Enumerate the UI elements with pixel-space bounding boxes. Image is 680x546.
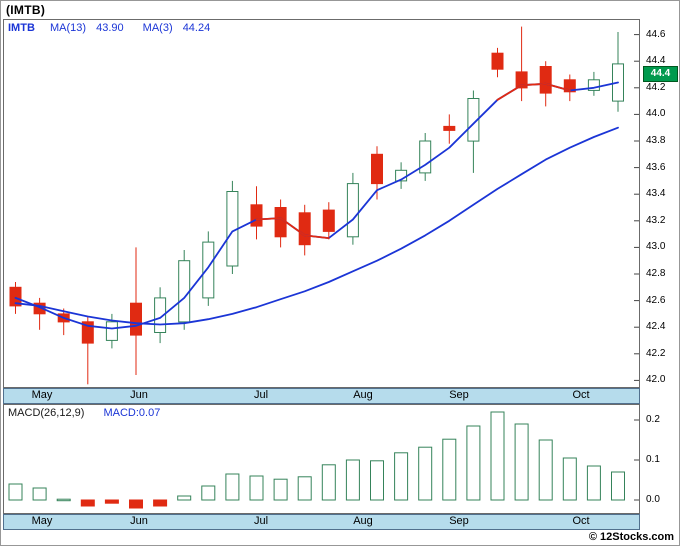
macd-axis-label: 0.0 [646, 494, 660, 505]
legend-ma13-value: 43.90 [96, 22, 124, 34]
macd-value-label: MACD:0.07 [103, 407, 161, 419]
price-chart-panel[interactable]: IMTB MA(13) 43.90 MA(3) 44.24 [3, 19, 640, 388]
month-label-jun: Jun [130, 515, 148, 527]
macd-axis-label: 0.1 [646, 454, 660, 465]
month-label-may: May [31, 389, 53, 401]
price-axis-label: 43.4 [646, 188, 666, 199]
month-label-may: May [31, 515, 53, 527]
macd-histogram-canvas [8, 411, 639, 509]
price-axis-label: 44.4 [646, 55, 666, 66]
price-axis-label: 42.6 [646, 295, 666, 306]
price-axis-label: 44.2 [646, 82, 666, 93]
month-label-jul: Jul [253, 515, 269, 527]
month-label-sep: Sep [449, 389, 469, 401]
legend-ma3-value: 44.24 [182, 22, 211, 34]
macd-params-label: MACD(26,12,9) [8, 407, 85, 419]
price-axis-label: 44.0 [646, 108, 666, 119]
month-label-sep: Sep [449, 515, 469, 527]
price-axis-label: 43.0 [646, 241, 666, 252]
price-axis-label: 43.2 [646, 215, 666, 226]
price-axis-label: 44.6 [646, 29, 666, 40]
month-label-jun: Jun [130, 389, 148, 401]
legend-symbol: IMTB [8, 22, 35, 34]
price-axis: 44.6 44.4 44.2 44.0 43.8 43.6 43.4 43.2 43.0 42.8… [642, 1, 679, 545]
macd-legend: MACD(26,12,9) MACD:0.07 [8, 407, 160, 419]
macd-xaxis-band: May Jun Jul Aug Sep Oct [3, 514, 640, 530]
price-axis-label: 42.0 [646, 374, 666, 385]
month-label-aug: Aug [353, 389, 373, 401]
price-axis-label: 43.8 [646, 135, 666, 146]
price-legend: IMTB MA(13) 43.90 MA(3) 44.24 [8, 22, 226, 34]
chart-title: (IMTB) [6, 3, 46, 17]
macd-axis-label: 0.2 [646, 414, 660, 425]
month-label-oct: Oct [572, 389, 590, 401]
price-axis-label: 43.6 [646, 162, 666, 173]
price-axis-label: 42.4 [646, 321, 666, 332]
macd-panel[interactable]: MACD(26,12,9) MACD:0.07 [3, 404, 640, 514]
price-xaxis-band: May Jun Jul Aug Sep Oct [3, 388, 640, 404]
price-axis-label: 42.8 [646, 268, 666, 279]
watermark: © 12Stocks.com [588, 531, 674, 543]
last-price-badge: 44.4 [643, 66, 678, 82]
candlestick-canvas [9, 26, 639, 385]
price-axis-label: 42.2 [646, 348, 666, 359]
legend-ma13-label: MA(13) [49, 22, 87, 34]
month-label-oct: Oct [572, 515, 590, 527]
legend-ma3-label: MA(3) [142, 22, 173, 34]
month-label-aug: Aug [353, 515, 373, 527]
month-label-jul: Jul [253, 389, 269, 401]
macd-axis: 0.2 0.1 0.0 [642, 1, 679, 545]
